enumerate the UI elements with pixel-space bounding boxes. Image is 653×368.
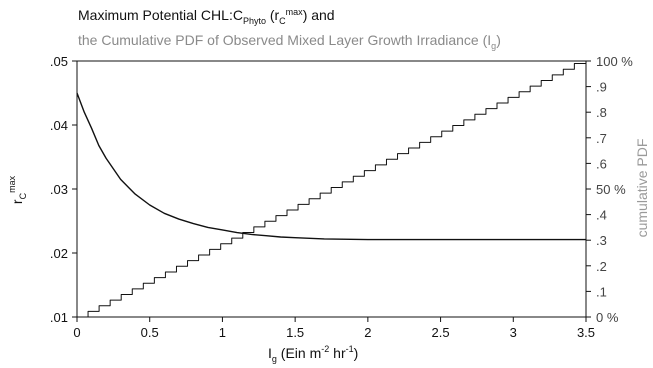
y2-tick-label: .2 [596, 259, 607, 274]
y2-axis-label: cumulative PDF [634, 139, 650, 238]
x-tick-label: 1.5 [286, 325, 304, 340]
title2-main: the Cumulative PDF of Observed Mixed Lay… [78, 32, 491, 48]
x-axis-label: Ig (Ein m-2 hr-1) [268, 344, 358, 364]
y-tick-label: .02 [50, 246, 68, 261]
x-tick-label: 3 [510, 325, 517, 340]
cumulative-pdf-step-line [77, 61, 587, 318]
y2-tick-label: .4 [596, 208, 607, 223]
title1-mid: (r [266, 7, 280, 23]
x-tick-label: 2 [364, 325, 371, 340]
ylabel-sup: max [7, 175, 17, 193]
title1-end: ) and [303, 7, 335, 23]
y-axis-label: rCmax [7, 175, 28, 204]
x-tick-label: 3.5 [577, 325, 595, 340]
y-tick-label: .01 [50, 310, 68, 325]
y2-tick-label: .9 [596, 80, 607, 95]
y-axis-right-ticks: 0 % .1 .2 .3 .4 50 % .6 .7 .8 .9 100 % [586, 54, 633, 325]
title1-sup: max [286, 7, 304, 17]
ylabel-main: r [9, 199, 25, 204]
x-tick-label: 0.5 [141, 325, 159, 340]
y2-tick-label: .7 [596, 131, 607, 146]
y-tick-label: .04 [50, 118, 68, 133]
y2-tick-label: .8 [596, 105, 607, 120]
rc-max-curve [76, 92, 586, 241]
y2-tick-label: .1 [596, 284, 607, 299]
y2-tick-label: .3 [596, 233, 607, 248]
y-tick-label: .03 [50, 182, 68, 197]
y2-tick-label: 50 % [596, 182, 626, 197]
title1-sub1: Phyto [243, 16, 266, 26]
ylabel-sub: C [18, 192, 28, 199]
title2-end: ) [496, 32, 501, 48]
y-axis-left-ticks: .01 .02 .03 .04 .05 [50, 54, 77, 325]
series-layer [76, 61, 587, 318]
xlabel-rest1: (Ein m [277, 345, 321, 361]
y2-tick-label: 0 % [596, 310, 619, 325]
chart-title-line2: the Cumulative PDF of Observed Mixed Lay… [78, 32, 501, 51]
x-tick-label: 1 [219, 325, 226, 340]
xlabel-rest3: ) [354, 345, 359, 361]
chart-title-line1: Maximum Potential CHL:CPhyto (rCmax) and [78, 7, 335, 26]
y2-tick-label: 100 % [596, 54, 633, 69]
title2-sub: g [491, 41, 496, 51]
xlabel-sub: g [272, 354, 277, 364]
x-axis-ticks: 0 0.5 1 1.5 2 2.5 3 3.5 [73, 317, 595, 340]
x-tick-label: 2.5 [432, 325, 450, 340]
y-tick-label: .05 [50, 54, 68, 69]
x-tick-label: 0 [73, 325, 80, 340]
y2-tick-label: .6 [596, 156, 607, 171]
title1-main: Maximum Potential CHL:C [78, 7, 243, 23]
xlabel-sup2: -1 [346, 344, 354, 354]
xlabel-sup1: -2 [321, 344, 329, 354]
xlabel-main: I [268, 345, 272, 361]
xlabel-rest2: hr [329, 345, 346, 361]
title1-sub2: C [279, 16, 286, 26]
